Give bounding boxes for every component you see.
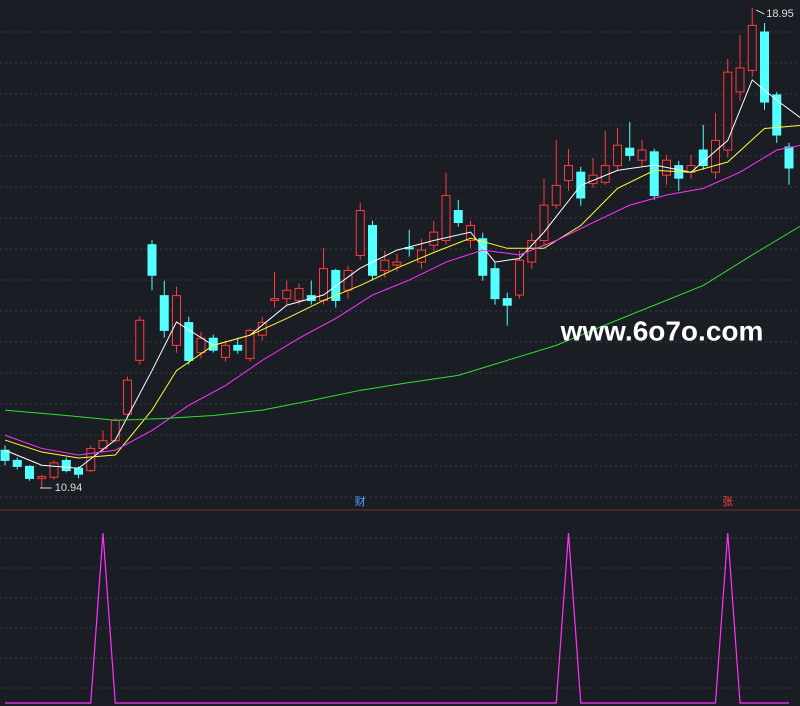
candle-body (723, 71, 733, 151)
candle-body (184, 322, 194, 361)
max-label: 18.95 (766, 8, 794, 20)
watermark: www.6o7o.com (560, 315, 764, 346)
candle-body (37, 476, 47, 479)
candle-body (711, 139, 720, 173)
candle-body (294, 287, 304, 301)
moving-average (4, 125, 800, 459)
candle-body (282, 289, 292, 300)
candle-body (110, 419, 120, 442)
candle-body (74, 467, 83, 475)
candle-body (392, 261, 402, 266)
event-marker: 张 (722, 495, 733, 508)
candle-body (123, 379, 132, 415)
candle-body (441, 195, 451, 242)
candle-body (551, 184, 561, 206)
candle-body (196, 337, 206, 354)
candle-body (135, 319, 145, 361)
candle-body (233, 344, 243, 351)
candle-body (613, 144, 622, 167)
candle-body (343, 269, 353, 291)
candle-body (649, 151, 659, 197)
candle-body (147, 244, 157, 276)
min-label: 10.94 (55, 482, 83, 494)
candle-body (625, 147, 635, 156)
moving-average (4, 144, 800, 456)
candle-body (12, 459, 22, 467)
signal-line (5, 532, 789, 704)
candle-body (490, 268, 500, 300)
candle-body (784, 146, 794, 169)
candle-body (25, 465, 34, 479)
candle-body (355, 210, 365, 256)
candle-body (245, 329, 255, 360)
candle-body (368, 225, 377, 276)
candle-body (86, 447, 96, 472)
candle-body (159, 295, 169, 331)
candle-body (172, 295, 181, 346)
candle-body (429, 231, 439, 246)
candle-body (515, 259, 524, 296)
event-marker: 财 (355, 494, 366, 508)
candle-body (698, 149, 708, 167)
candle-body (257, 322, 267, 336)
candle-body (270, 298, 279, 301)
candle-body (564, 165, 573, 182)
candle-body (735, 67, 745, 93)
candle-body (61, 459, 71, 472)
candle-body (760, 31, 769, 103)
candle-body (453, 210, 463, 224)
candle-body (380, 259, 390, 271)
moving-average (4, 225, 800, 421)
candle-body (478, 238, 488, 276)
candle-body (502, 298, 512, 306)
candle-body (772, 94, 782, 136)
candle-body (747, 24, 757, 71)
candle-body (49, 462, 59, 478)
candle-body (588, 174, 598, 185)
candle-body (221, 344, 230, 358)
candle-body (539, 204, 549, 242)
candle-body (98, 440, 108, 449)
candle-body (637, 149, 647, 161)
arrow (756, 9, 765, 15)
